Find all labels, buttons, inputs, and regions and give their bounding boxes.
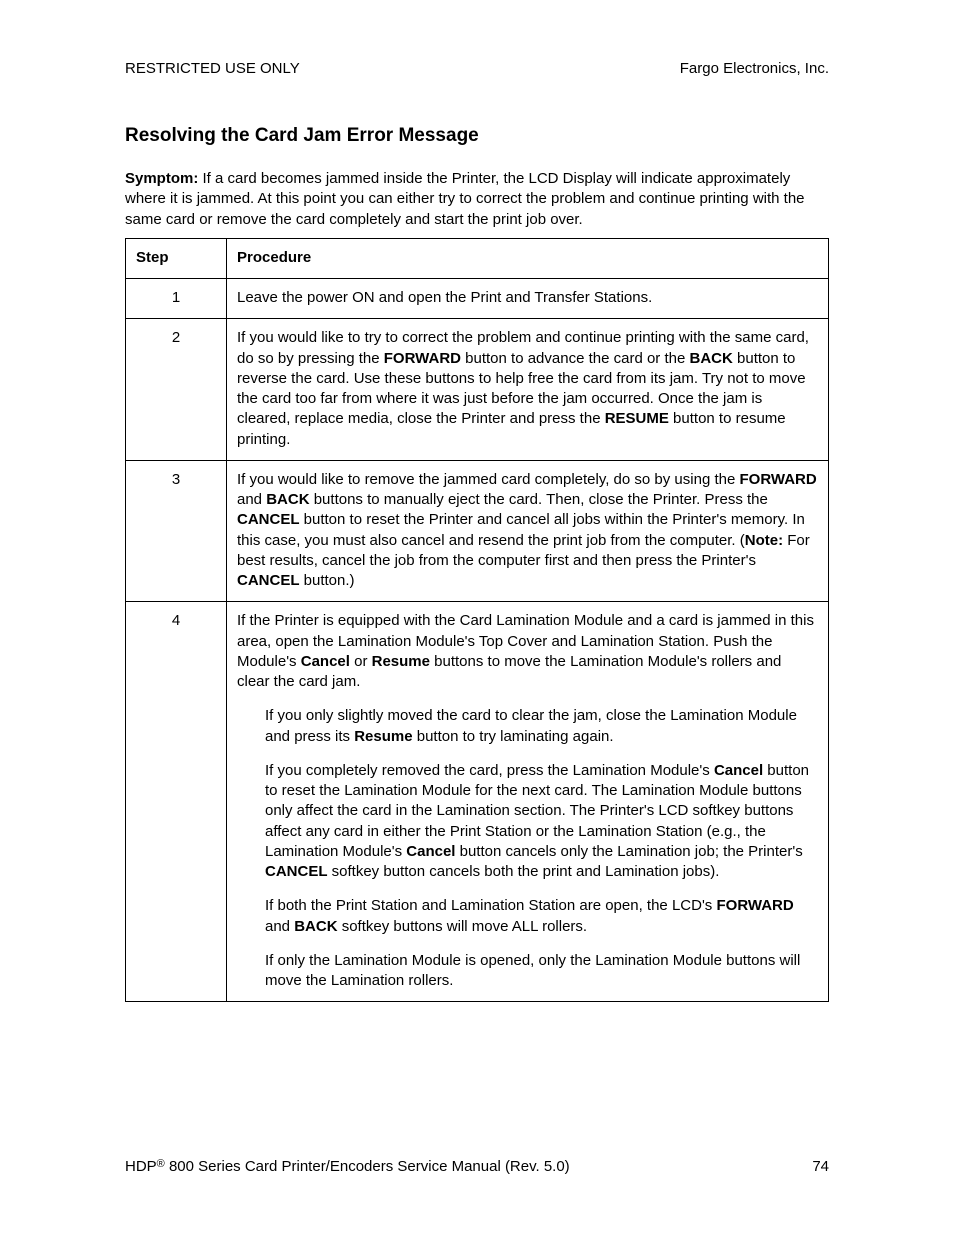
procedure-cell: If you would like to remove the jammed c… [227, 460, 829, 602]
keyword-resume: Resume [372, 653, 430, 670]
page-header: RESTRICTED USE ONLY Fargo Electronics, I… [125, 60, 829, 77]
table-row: 2 If you would like to try to correct th… [126, 319, 829, 461]
footer-product: HDP [125, 1158, 157, 1175]
text-run: and [265, 918, 294, 935]
text-run: If you would like to remove the jammed c… [237, 471, 739, 488]
text-run: If both the Print Station and Lamination… [265, 897, 716, 914]
step-number: 4 [126, 602, 227, 1002]
symptom-paragraph: Symptom: If a card becomes jammed inside… [125, 169, 829, 230]
keyword-back: BACK [294, 918, 337, 935]
text-run: button to advance the card or the [461, 350, 690, 367]
keyword-cancel: Cancel [301, 653, 350, 670]
keyword-forward: FORWARD [384, 350, 461, 367]
keyword-cancel: CANCEL [265, 863, 328, 880]
table-header-row: Step Procedure [126, 238, 829, 278]
text-run: If you completely removed the card, pres… [265, 762, 714, 779]
keyword-forward: FORWARD [716, 897, 793, 914]
page-container: RESTRICTED USE ONLY Fargo Electronics, I… [0, 0, 954, 1235]
header-left: RESTRICTED USE ONLY [125, 60, 300, 77]
footer-left: HDP® 800 Series Card Printer/Encoders Se… [125, 1158, 570, 1175]
text-run: or [350, 653, 372, 670]
section-title: Resolving the Card Jam Error Message [125, 125, 829, 147]
col-head-procedure: Procedure [227, 238, 829, 278]
keyword-cancel: CANCEL [237, 511, 300, 528]
keyword-resume: Resume [354, 728, 412, 745]
procedure-cell: If you would like to try to correct the … [227, 319, 829, 461]
step-number: 1 [126, 279, 227, 319]
header-right: Fargo Electronics, Inc. [680, 60, 829, 77]
page-number: 74 [812, 1158, 829, 1175]
text-run: softkey buttons will move ALL rollers. [338, 918, 588, 935]
procedure-table: Step Procedure 1 Leave the power ON and … [125, 238, 829, 1003]
procedure-cell: If the Printer is equipped with the Card… [227, 602, 829, 1002]
paragraph: If you only slightly moved the card to c… [265, 706, 818, 747]
col-head-step: Step [126, 238, 227, 278]
text-run: button.) [300, 572, 355, 589]
text-run: and [237, 491, 266, 508]
keyword-back: BACK [266, 491, 309, 508]
paragraph: If the Printer is equipped with the Card… [237, 611, 818, 692]
symptom-label: Symptom: [125, 170, 198, 187]
text-run: button to reset the Printer and cancel a… [237, 511, 805, 548]
text-run: buttons to manually eject the card. Then… [310, 491, 768, 508]
page-footer: HDP® 800 Series Card Printer/Encoders Se… [125, 1158, 829, 1175]
text-run: button to try laminating again. [413, 728, 614, 745]
keyword-resume: RESUME [605, 410, 669, 427]
keyword-cancel: Cancel [714, 762, 763, 779]
table-row: 1 Leave the power ON and open the Print … [126, 279, 829, 319]
keyword-cancel: Cancel [406, 843, 455, 860]
table-row: 4 If the Printer is equipped with the Ca… [126, 602, 829, 1002]
step-number: 3 [126, 460, 227, 602]
paragraph: If only the Lamination Module is opened,… [265, 951, 818, 992]
text-run: button cancels only the Lamination job; … [455, 843, 802, 860]
text-run: softkey button cancels both the print an… [328, 863, 720, 880]
keyword-cancel: CANCEL [237, 572, 300, 589]
procedure-cell: Leave the power ON and open the Print an… [227, 279, 829, 319]
footer-title: 800 Series Card Printer/Encoders Service… [165, 1158, 570, 1175]
keyword-back: BACK [690, 350, 733, 367]
step-number: 2 [126, 319, 227, 461]
paragraph: If you completely removed the card, pres… [265, 761, 818, 883]
registered-icon: ® [157, 1158, 165, 1170]
keyword-forward: FORWARD [739, 471, 816, 488]
symptom-text: If a card becomes jammed inside the Prin… [125, 170, 805, 228]
table-row: 3 If you would like to remove the jammed… [126, 460, 829, 602]
paragraph: If both the Print Station and Lamination… [265, 896, 818, 937]
keyword-note: Note: [745, 532, 783, 549]
